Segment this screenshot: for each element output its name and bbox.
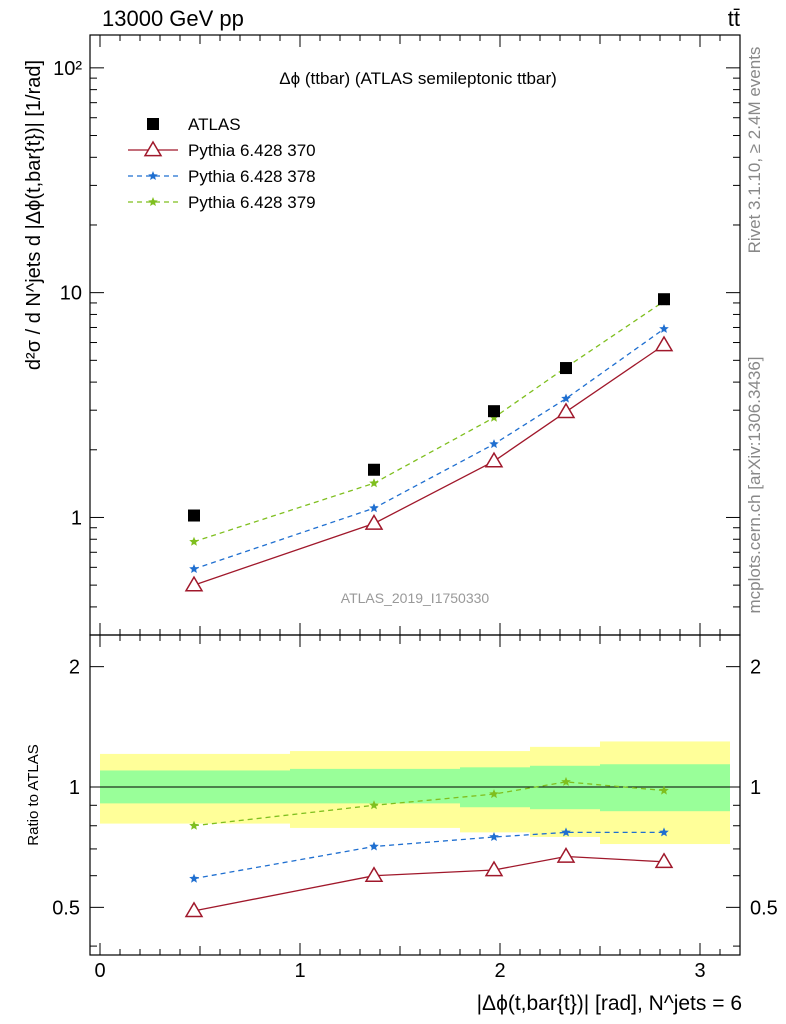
marker-star [189, 820, 199, 830]
marker-square [658, 293, 670, 306]
y-tick-label: 10 [60, 283, 82, 305]
rivet-version-label: Rivet 3.1.10, ≥ 2.4M events [745, 47, 764, 254]
marker-star [659, 323, 669, 333]
main-title: Δϕ (ttbar) (ATLAS semileptonic ttbar) [279, 69, 557, 88]
header-energy: 13000 GeV pp [102, 6, 244, 31]
marker-square [488, 405, 500, 418]
ratio-frame [89, 634, 741, 956]
ratio-y-tick-label: 2 [69, 657, 80, 679]
x-tick-label: 3 [694, 960, 705, 982]
marker-star [659, 827, 669, 837]
series-line [193, 344, 665, 586]
marker-star [489, 832, 499, 841]
ratio-y-axis-label: Ratio to ATLAS [25, 744, 42, 845]
marker-triangle [364, 514, 384, 530]
marker-triangle [484, 451, 504, 468]
marker-triangle [184, 575, 204, 592]
ratio-series-line [193, 855, 665, 912]
main-panel: 1 10 10² Δϕ (ttbar) (ATLAS semileptonic tt… [23, 34, 741, 636]
legend-label: Pythia 6.428 378 [188, 167, 316, 186]
x-tick-label: 0 [94, 960, 105, 982]
legend: ATLAS Pythia 6.428 370 Pythia 6.428 378 Pyt… [128, 115, 316, 212]
marker-square [188, 509, 200, 522]
analysis-watermark: ATLAS_2019_I1750330 [341, 590, 490, 606]
y-tick-label: 1 [71, 507, 82, 529]
main-y-axis-label: d²σ / d N^jets d |Δϕ(t,bar{t})| [1/rad] [23, 60, 45, 370]
y-tick-label: 10² [53, 58, 82, 80]
marker-star [659, 785, 669, 795]
marker-star [369, 800, 379, 810]
marker-star [189, 536, 199, 546]
marker-triangle [556, 847, 576, 863]
header-process: tt̄ [728, 6, 740, 31]
marker-star [489, 789, 499, 799]
marker-triangle [184, 901, 204, 918]
series-line [193, 328, 665, 570]
marker-star [561, 827, 571, 837]
ratio-y-tick-label: 0.5 [52, 897, 80, 919]
marker-star [489, 439, 499, 449]
legend-label: ATLAS [188, 115, 241, 134]
marker-star [148, 171, 158, 180]
marker-square [147, 118, 159, 130]
legend-label: Pythia 6.428 379 [188, 193, 316, 212]
marker-star [369, 478, 379, 488]
marker-star [369, 503, 379, 513]
marker-triangle [484, 860, 504, 877]
marker-square [368, 463, 380, 476]
ratio-series-line [193, 831, 664, 880]
marker-star [189, 564, 199, 573]
ratio-y-tick-label-right: 1 [750, 777, 761, 799]
marker-triangle [654, 852, 674, 869]
marker-triangle [143, 140, 163, 157]
marker-star [561, 393, 571, 403]
marker-star [369, 841, 379, 851]
marker-star [148, 197, 158, 206]
ratio-panel: 0.5 0.5 1 1 2 2 0 1 2 3 Ratio to ATLAS |Δϕ(t,bar{… [25, 634, 778, 1015]
mcplots-reference-label: mcplots.cern.ch [arXiv:1306.3436] [745, 356, 764, 613]
series-line [193, 300, 665, 543]
x-tick-label: 1 [294, 960, 305, 982]
x-tick-label: 2 [494, 960, 505, 982]
uncertainty-band-inner [600, 764, 730, 812]
ratio-y-tick-label: 1 [69, 777, 80, 799]
marker-star [189, 873, 199, 883]
marker-triangle [654, 335, 674, 352]
legend-label: Pythia 6.428 370 [188, 141, 316, 160]
marker-star [561, 776, 571, 786]
uncertainty-band-inner [290, 768, 460, 804]
ratio-y-tick-label-right: 2 [750, 657, 761, 679]
ratio-y-tick-label-right: 0.5 [750, 897, 778, 919]
x-axis-label: |Δϕ(t,bar{t})| [rad], N^jets = 6 [477, 992, 742, 1015]
marker-square [560, 362, 572, 375]
marker-triangle [364, 866, 384, 883]
marker-triangle [556, 402, 576, 419]
